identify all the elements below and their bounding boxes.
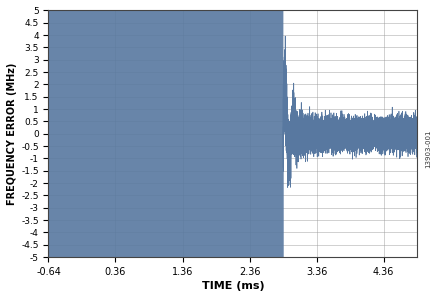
- X-axis label: TIME (ms): TIME (ms): [201, 281, 263, 291]
- Text: 13903-001: 13903-001: [424, 130, 431, 168]
- Y-axis label: FREQUENCY ERROR (MHz): FREQUENCY ERROR (MHz): [7, 63, 17, 205]
